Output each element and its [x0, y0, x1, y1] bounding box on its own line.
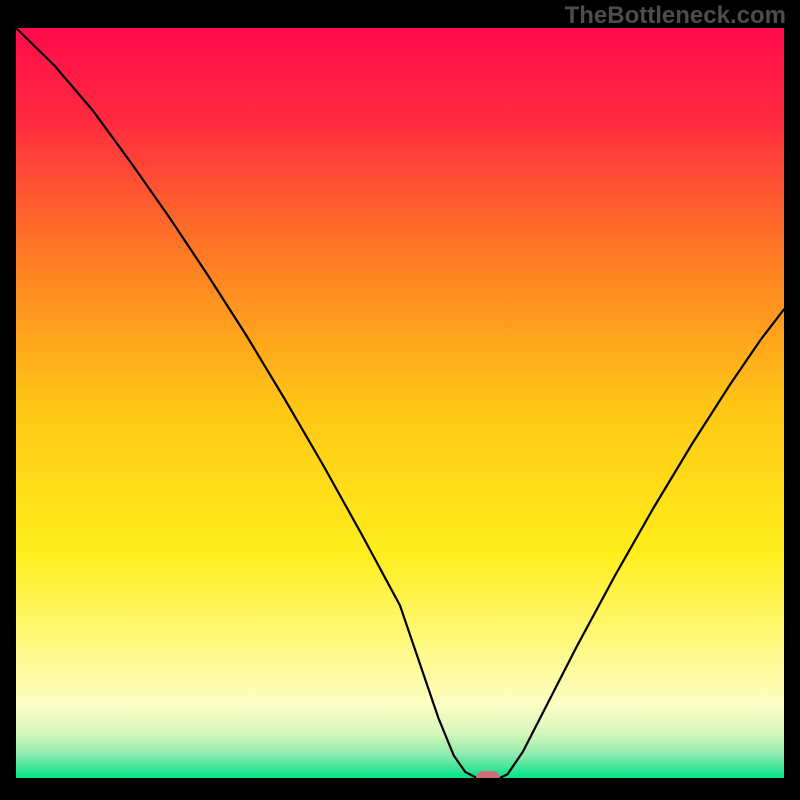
bottleneck-chart: TheBottleneck.com [0, 0, 800, 800]
plot-area [16, 28, 784, 778]
optimal-point-marker [476, 771, 500, 778]
watermark-text: TheBottleneck.com [565, 2, 786, 30]
v-curve [16, 28, 784, 778]
